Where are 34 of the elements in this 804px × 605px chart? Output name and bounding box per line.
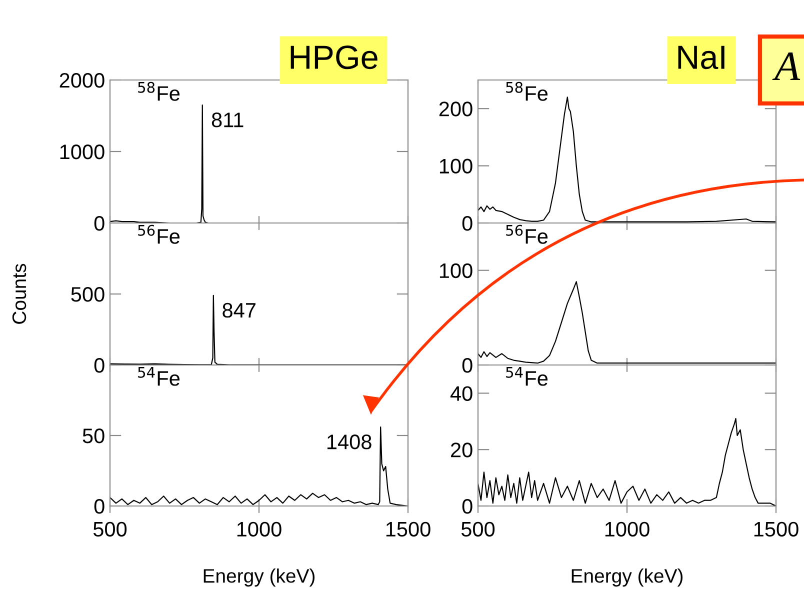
x-axis-title: Energy (keV): [572, 568, 683, 587]
y-tick-label: 50: [82, 428, 104, 444]
y-tick-label: 200: [439, 102, 472, 116]
annotation: A: [772, 52, 800, 80]
annotation: $^{54}$Fe: [138, 366, 180, 386]
x-tick-label: 1000: [605, 522, 650, 537]
y-tick-label: 0: [94, 216, 104, 231]
x-tick-label: 1500: [386, 522, 430, 537]
annotation: 1408: [328, 434, 372, 450]
y-tick-label: 100: [440, 158, 472, 174]
y-tick-label: 500: [71, 287, 104, 302]
annotation: $^{58}$Fe: [138, 82, 180, 101]
y-axis-title: Counts: [12, 264, 26, 324]
y-tick-label: 2000: [60, 73, 104, 88]
y-tick-label: 20: [451, 442, 472, 458]
annotation: 847: [222, 302, 256, 318]
chart-title: NaI: [678, 46, 724, 70]
y-tick-label: 0: [462, 216, 472, 231]
x-axis-title: Energy (keV): [204, 568, 315, 587]
y-tick-label: 0: [462, 358, 472, 373]
annotation: $^{56}$Fe: [138, 224, 180, 244]
annotation: $^{54}$Fe: [506, 366, 548, 386]
y-tick-label: 0: [94, 499, 104, 514]
annotation: $^{58}$Fe: [506, 82, 548, 101]
x-tick-label: 1500: [754, 522, 798, 537]
chart-title: HPGe: [290, 46, 378, 70]
y-tick-label: 40: [450, 386, 472, 401]
annotation: $^{56}$Fe: [506, 224, 548, 244]
y-tick-label: 1000: [60, 144, 104, 160]
y-tick-label: 0: [94, 358, 104, 373]
annotation: 811: [212, 112, 244, 128]
x-tick-label: 1000: [237, 522, 282, 537]
y-tick-label: 0: [462, 499, 472, 514]
y-tick-label: 100: [440, 263, 472, 278]
